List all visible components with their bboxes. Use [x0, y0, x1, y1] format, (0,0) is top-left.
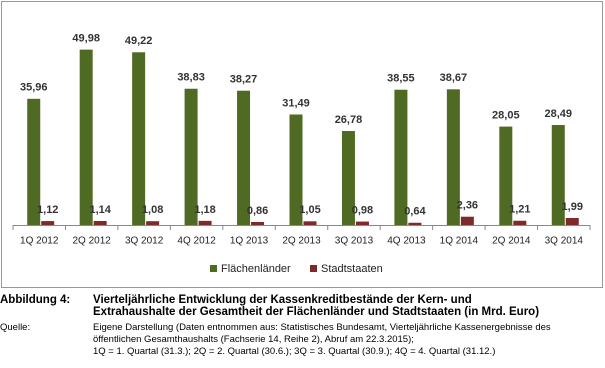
data-label: 35,96 [20, 82, 48, 94]
x-tick-label: 2Q 2013 [282, 236, 321, 247]
data-label: 38,55 [387, 73, 415, 85]
x-tick-label: 1Q 2013 [230, 236, 269, 247]
chart: 1Q 2012 35,96 1,12 2Q 2012 49,98 1,14 3Q 2012 4… [1, 1, 603, 288]
data-label: 1,21 [509, 204, 530, 216]
x-tick-label: 1Q 2012 [20, 236, 59, 247]
legend-swatch [210, 265, 217, 272]
bar [132, 52, 146, 225]
data-label: 0,98 [352, 204, 373, 216]
bar [408, 222, 422, 225]
bar [460, 216, 474, 225]
bar [41, 221, 55, 225]
bar [289, 114, 303, 225]
source-label: Quelle: [0, 322, 31, 333]
data-label: 1,99 [562, 201, 583, 213]
bar [184, 88, 198, 225]
bar [499, 126, 513, 225]
source-line: 1Q = 1. Quartal (31.3.); 2Q = 2. Quartal… [93, 346, 496, 357]
bar [341, 131, 355, 225]
data-label: 49,22 [125, 35, 153, 47]
bar [251, 221, 265, 225]
source-line: öffentlichen Gesamthaushalts (Fachserie … [93, 334, 414, 345]
data-label: 2,36 [457, 200, 478, 212]
data-label: 1,05 [299, 204, 320, 216]
x-tick-label: 4Q 2012 [177, 236, 216, 247]
data-label: 28,05 [492, 109, 520, 121]
source-line: Eigene Darstellung (Daten entnommen aus:… [93, 322, 551, 333]
caption: Abbildung 4: Vierteljährliche Entwicklun… [0, 294, 605, 358]
bar [565, 218, 579, 225]
x-tick-label: 2Q 2014 [492, 236, 531, 247]
bar [355, 221, 369, 225]
data-label: 26,78 [335, 114, 363, 126]
data-label: 49,98 [72, 33, 100, 45]
bar [93, 220, 107, 225]
data-label: 0,86 [247, 205, 268, 217]
bar [513, 220, 527, 225]
caption-title-line: Vierteljährliche Entwicklung der Kassenk… [93, 294, 472, 306]
x-tick-label: 4Q 2013 [387, 236, 426, 247]
data-label: 1,08 [142, 204, 163, 216]
data-label: 1,14 [89, 204, 111, 216]
caption-source: Quelle: Eigene Darstellung (Daten entnom… [0, 322, 605, 358]
data-label: 28,49 [545, 108, 573, 120]
legend-label: Stadtstaaten [321, 263, 383, 275]
data-label: 1,12 [37, 204, 58, 216]
bar [27, 98, 41, 225]
caption-label: Abbildung 4: [0, 294, 71, 306]
x-tick-label: 1Q 2014 [440, 236, 479, 247]
data-label: 31,49 [282, 97, 310, 109]
legend-swatch [310, 265, 317, 272]
data-label: 0,64 [404, 206, 426, 218]
caption-title-line: Extrahaushalte der Gesamtheit der Fläche… [93, 306, 540, 318]
bar [551, 125, 565, 225]
x-tick-label: 2Q 2012 [72, 236, 111, 247]
x-tick-label: 3Q 2013 [335, 236, 374, 247]
data-label: 1,18 [194, 204, 215, 216]
bar [198, 220, 212, 225]
data-label: 38,67 [440, 72, 468, 84]
bar [237, 90, 251, 225]
data-label: 38,83 [177, 72, 205, 84]
x-tick-label: 3Q 2014 [545, 236, 584, 247]
bar [446, 89, 460, 225]
caption-title: Vierteljährliche Entwicklung der Kassenk… [93, 294, 539, 318]
bar [303, 221, 317, 225]
data-label: 38,27 [230, 74, 258, 86]
x-tick-label: 3Q 2012 [125, 236, 164, 247]
source-text: Eigene Darstellung (Daten entnommen aus:… [93, 322, 551, 358]
legend-label: Flächenländer [221, 263, 291, 275]
caption-head: Abbildung 4: Vierteljährliche Entwicklun… [0, 294, 605, 318]
bar [146, 221, 160, 225]
bar [79, 49, 93, 226]
bar [394, 89, 408, 225]
